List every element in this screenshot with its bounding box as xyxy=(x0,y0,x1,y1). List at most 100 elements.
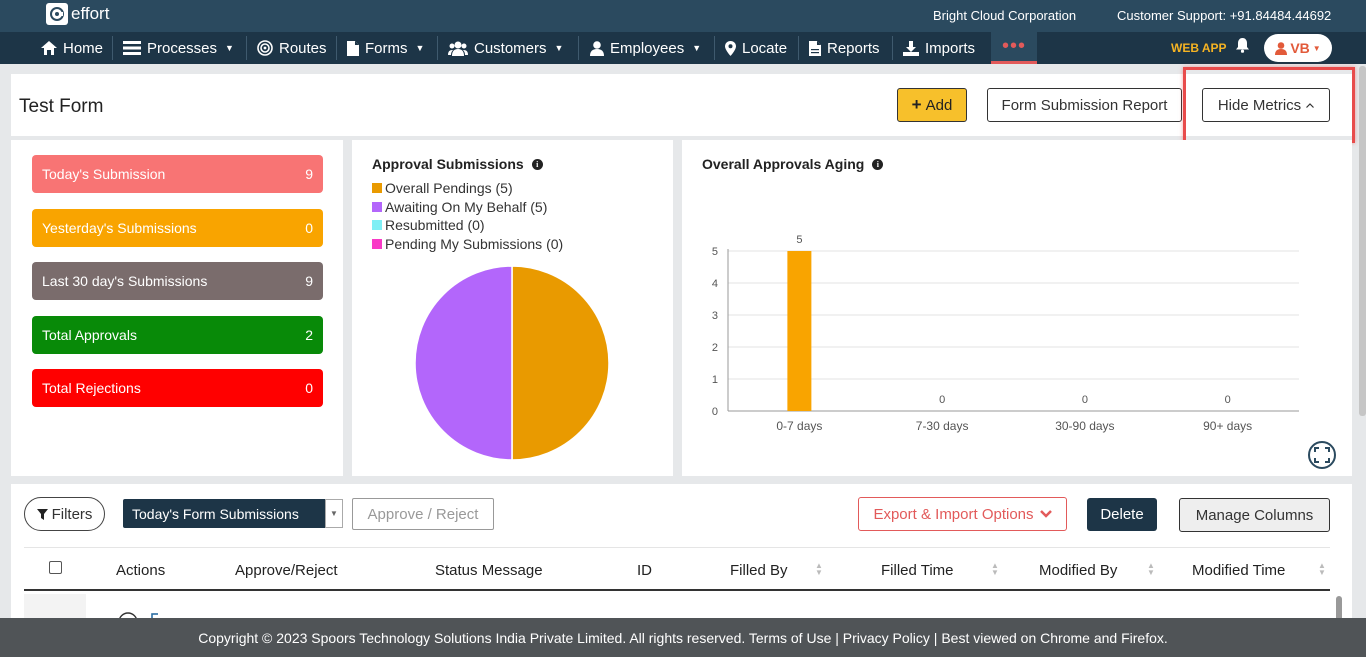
metric-value: 0 xyxy=(305,220,313,236)
column-header-id[interactable]: ID xyxy=(637,562,652,579)
add-button-label: Add xyxy=(925,96,953,114)
sort-icon[interactable]: ▲ ▼ xyxy=(815,561,823,577)
gridlines xyxy=(728,250,1299,412)
metric-value: 9 xyxy=(305,166,313,182)
y-tick-label: 2 xyxy=(712,342,718,354)
chevron-down-icon xyxy=(1039,510,1052,518)
nav-locate-label: Locate xyxy=(742,39,788,57)
legend-swatch xyxy=(372,201,382,212)
legend-label: Resubmitted (0) xyxy=(385,217,485,234)
page-scrollbar[interactable] xyxy=(1359,66,1366,416)
nav-customers[interactable]: Customers ▼ xyxy=(448,32,563,64)
more-menu[interactable]: ••• xyxy=(991,32,1037,64)
customer-support: Customer Support: +91.84484.44692 xyxy=(1117,8,1332,23)
metric-total-approvals[interactable]: Total Approvals 2 xyxy=(32,316,323,354)
sort-icon[interactable]: ▲ ▼ xyxy=(991,561,999,577)
form-submission-report-label: Form Submission Report xyxy=(1001,96,1168,114)
column-header-filled-time[interactable]: Filled Time xyxy=(881,562,954,579)
column-header-filled-by[interactable]: Filled By xyxy=(730,562,788,579)
user-icon xyxy=(590,40,604,56)
chevron-up-icon xyxy=(1306,102,1315,108)
y-tick-label: 4 xyxy=(712,278,718,290)
user-initials: VB xyxy=(1290,40,1310,56)
sort-icon[interactable]: ▲ ▼ xyxy=(1147,561,1155,577)
metric-total-rejections[interactable]: Total Rejections 0 xyxy=(32,369,323,407)
export-import-options-button[interactable]: Export & Import Options xyxy=(858,497,1067,531)
bar[interactable] xyxy=(787,251,812,411)
metric-label: Last 30 day's Submissions xyxy=(42,273,208,289)
web-app-link[interactable]: WEB APP xyxy=(1171,41,1227,55)
chart-title: Overall Approvals Aging xyxy=(702,156,865,172)
approve-reject-label: Approve / Reject xyxy=(367,505,479,523)
manage-columns-label: Manage Columns xyxy=(1195,506,1314,524)
legend-item[interactable]: Resubmitted (0) xyxy=(372,216,563,235)
download-icon xyxy=(903,40,919,56)
manage-columns-button[interactable]: Manage Columns xyxy=(1179,498,1330,532)
legend-item[interactable]: Overall Pendings (5) xyxy=(372,179,563,198)
approvals-aging-title: Overall Approvals Aging i xyxy=(702,156,884,172)
table-scrollbar[interactable] xyxy=(1336,596,1342,624)
nav-forms[interactable]: Forms ▼ xyxy=(347,32,424,64)
metric-label: Today's Submission xyxy=(42,166,166,182)
nav-locate[interactable]: Locate xyxy=(725,32,787,64)
nav-routes[interactable]: Routes xyxy=(257,32,327,64)
hide-metrics-button[interactable]: Hide Metrics xyxy=(1202,88,1330,122)
nav-customers-label: Customers xyxy=(474,39,547,57)
nav-reports[interactable]: Reports xyxy=(809,32,880,64)
column-header-modified-time[interactable]: Modified Time xyxy=(1192,562,1286,579)
top-bar: effort Bright Cloud Corporation Customer… xyxy=(0,0,1366,32)
metric-todays-submission[interactable]: Today's Submission 9 xyxy=(32,155,323,193)
chevron-down-icon: ▼ xyxy=(692,43,702,53)
user-menu[interactable]: VB ▼ xyxy=(1264,34,1332,62)
bell-icon[interactable] xyxy=(1236,38,1249,56)
target-icon xyxy=(257,40,273,56)
bar-value-label: 0 xyxy=(1082,394,1088,406)
select-all-checkbox[interactable] xyxy=(49,561,62,574)
y-tick-label: 3 xyxy=(712,310,718,322)
metric-value: 2 xyxy=(305,327,313,343)
approvals-aging-panel: Overall Approvals Aging i 0 1 2 3 4 5 5 0-7 day… xyxy=(682,140,1352,476)
company-name: Bright Cloud Corporation xyxy=(933,8,1077,23)
sort-icon[interactable]: ▲ ▼ xyxy=(1318,561,1326,577)
legend-item[interactable]: Awaiting On My Behalf (5) xyxy=(372,198,563,217)
y-tick-label: 1 xyxy=(712,374,718,386)
bar-value-label: 0 xyxy=(1225,394,1231,406)
legend-swatch xyxy=(372,183,382,194)
column-header-status-message[interactable]: Status Message xyxy=(435,562,543,579)
legend-label: Overall Pendings (5) xyxy=(385,180,513,197)
nav-processes-label: Processes xyxy=(147,39,218,57)
delete-button[interactable]: Delete xyxy=(1087,498,1157,531)
legend-item[interactable]: Pending My Submissions (0) xyxy=(372,235,563,254)
legend-label: Awaiting On My Behalf (5) xyxy=(385,198,548,215)
y-tick-label: 5 xyxy=(712,246,718,258)
submissions-filter-select[interactable]: Today's Form Submissions ▼ xyxy=(123,499,343,528)
filters-button[interactable]: Filters xyxy=(24,497,105,531)
column-header-modified-by[interactable]: Modified By xyxy=(1039,562,1118,579)
pie-slice[interactable] xyxy=(511,265,610,461)
nav-imports[interactable]: Imports xyxy=(903,32,975,64)
approval-submissions-title: Approval Submissions i xyxy=(372,156,543,172)
nav-home[interactable]: Home xyxy=(41,32,103,64)
column-header-approve-reject[interactable]: Approve/Reject xyxy=(235,562,338,579)
nav-home-label: Home xyxy=(63,39,104,57)
filter-icon xyxy=(36,508,48,520)
info-icon[interactable]: i xyxy=(531,158,543,170)
nav-employees[interactable]: Employees ▼ xyxy=(590,32,701,64)
footer-text: Copyright © 2023 Spoors Technology Solut… xyxy=(198,629,1168,646)
metric-last-30-days[interactable]: Last 30 day's Submissions 9 xyxy=(32,262,323,300)
metric-yesterdays-submissions[interactable]: Yesterday's Submissions 0 xyxy=(32,209,323,247)
users-icon xyxy=(448,41,468,56)
nav-processes[interactable]: Processes ▼ xyxy=(123,32,234,64)
expand-icon[interactable] xyxy=(1308,441,1336,469)
form-submission-report-button[interactable]: Form Submission Report xyxy=(987,88,1182,122)
pie-slice[interactable] xyxy=(414,265,513,461)
export-import-label: Export & Import Options xyxy=(873,505,1034,523)
approve-reject-button[interactable]: Approve / Reject xyxy=(352,498,494,530)
bar-value-label: 0 xyxy=(939,394,945,406)
logo[interactable]: effort xyxy=(46,3,109,25)
info-icon[interactable]: i xyxy=(872,158,884,170)
pie-chart xyxy=(414,265,610,461)
bar-chart: 0 1 2 3 4 5 5 0-7 days 0 7-30 days 0 30-90 days 0 90+… xyxy=(712,234,1299,433)
x-tick-label: 7-30 days xyxy=(916,419,969,433)
add-button[interactable]: + Add xyxy=(897,88,967,122)
